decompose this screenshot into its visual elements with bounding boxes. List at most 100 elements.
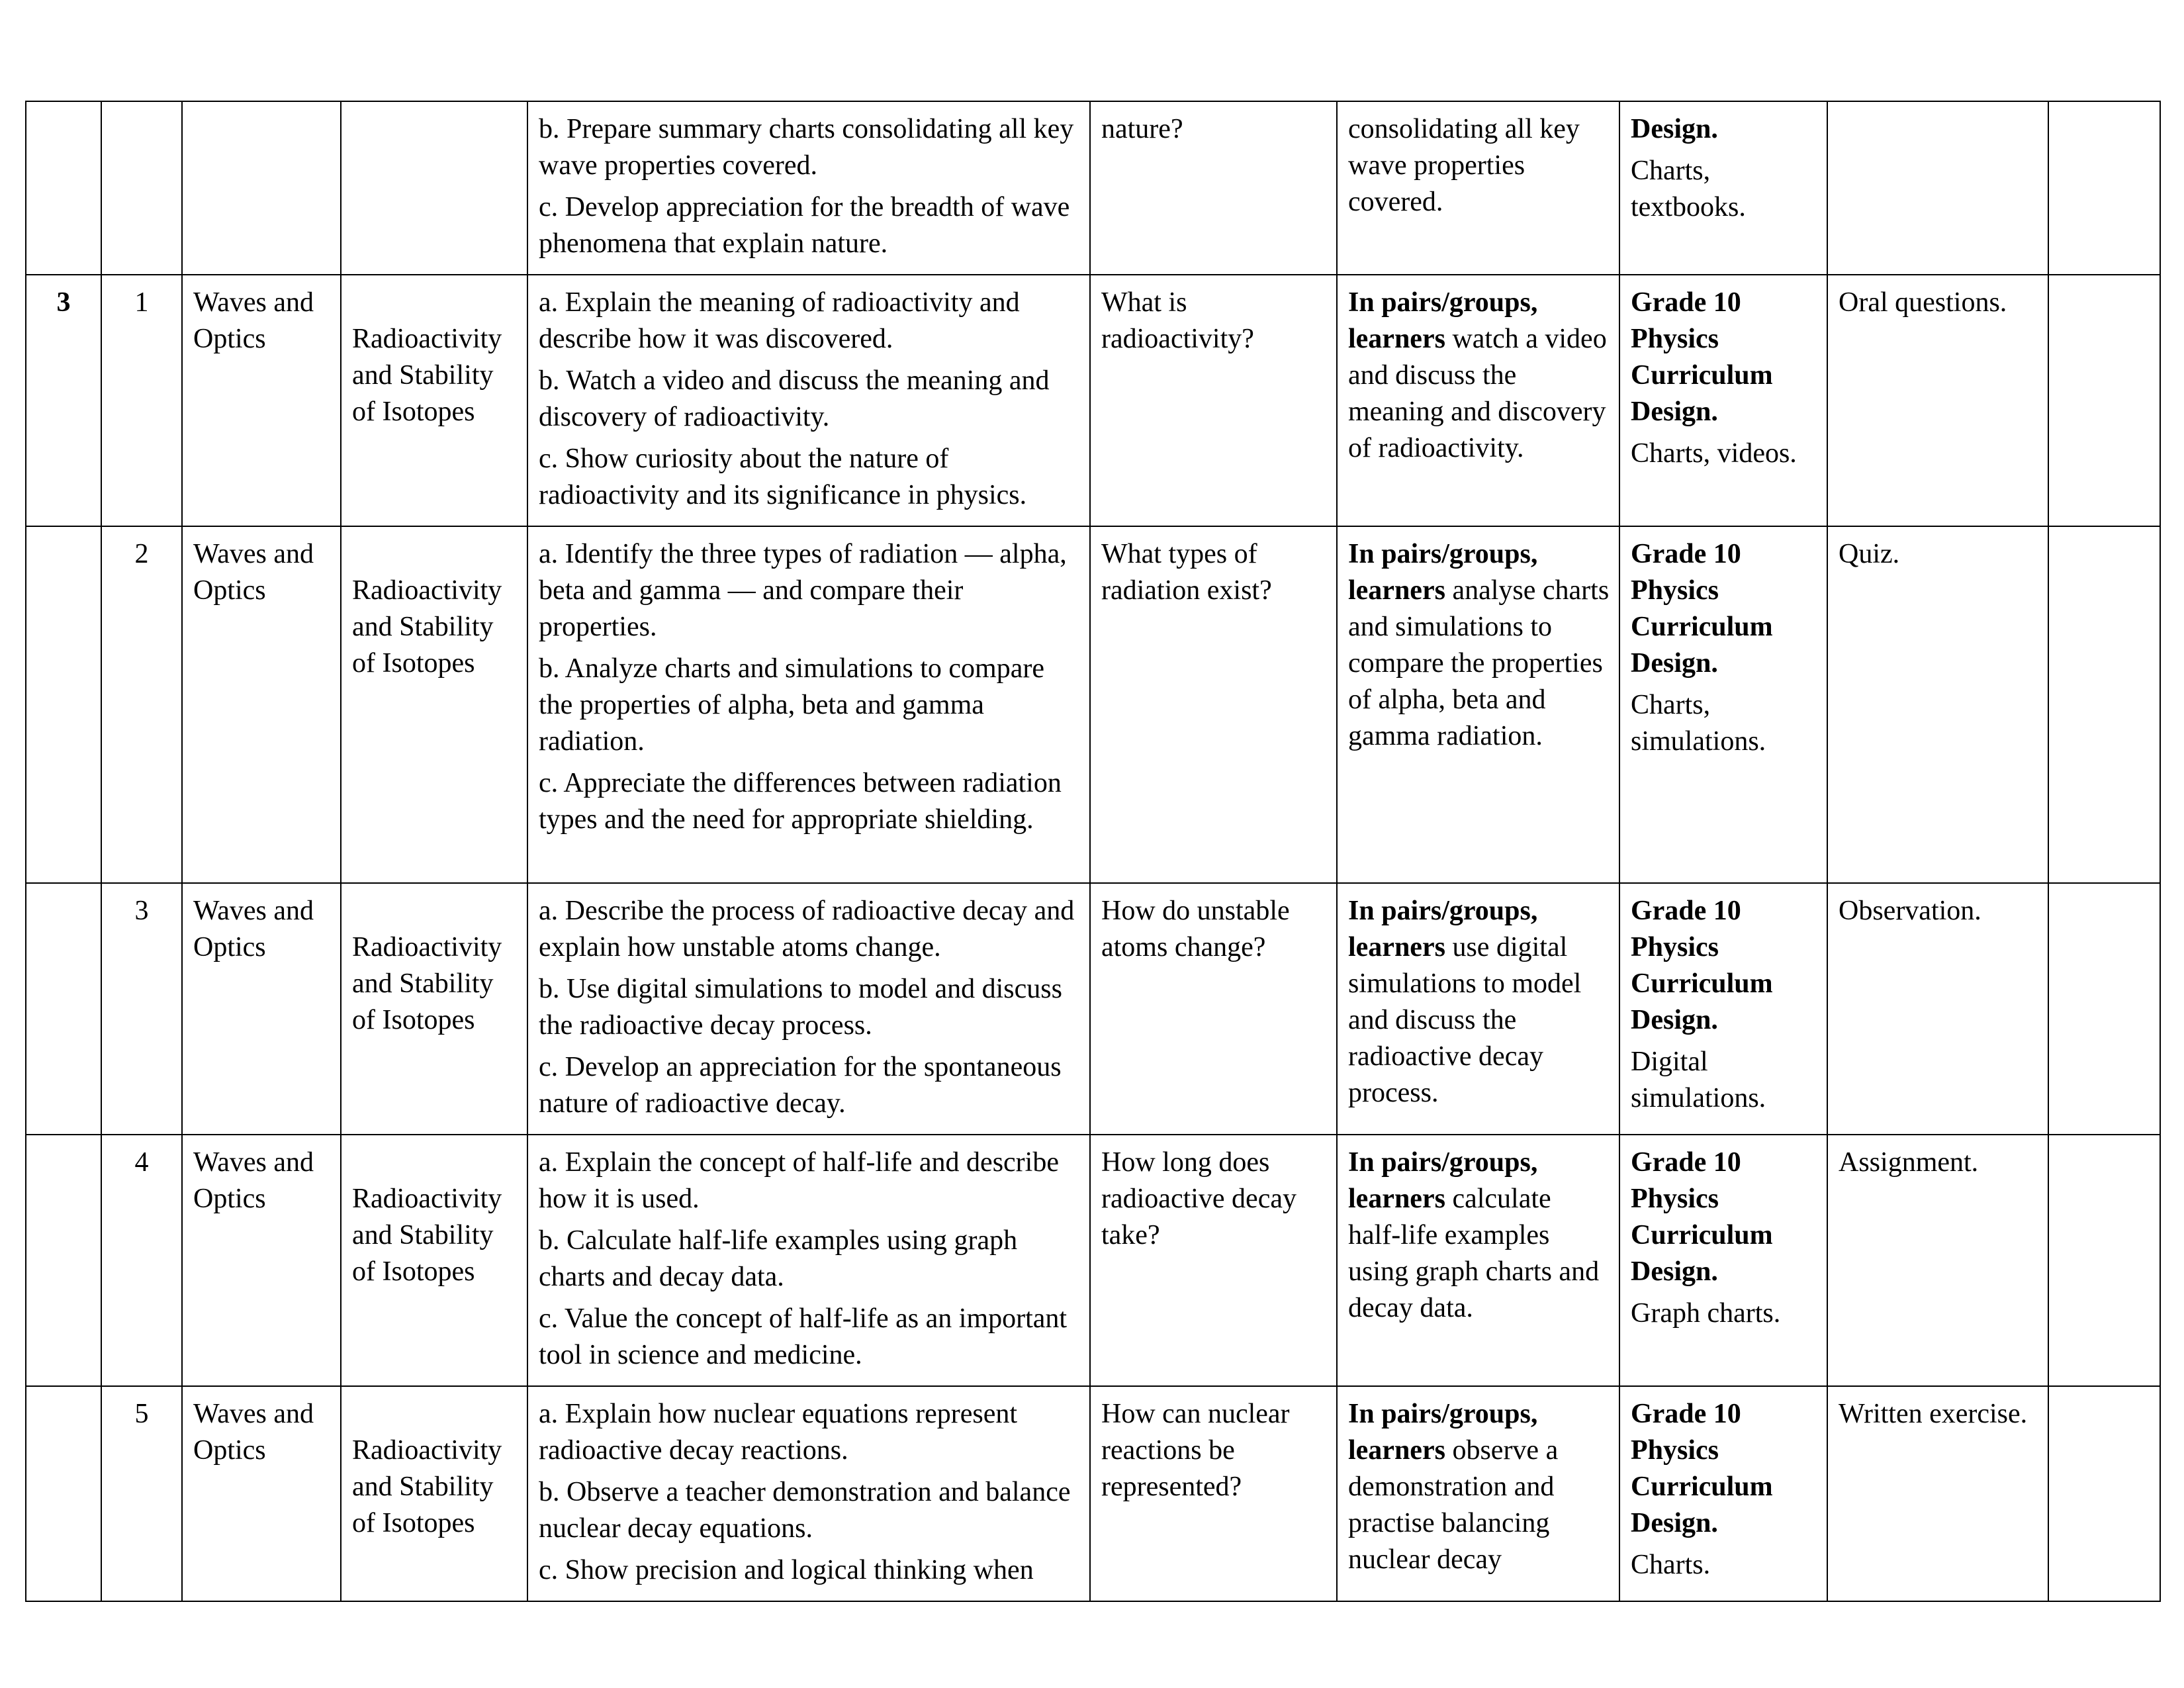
resources-cell: Grade 10 Physics Curriculum Design. Graph… [1619,1134,1828,1387]
learning-outcome: c. Appreciate the differences between ra… [539,768,1062,835]
learning-experience-cell: In pairs/groups, learners watch a video … [1336,274,1620,527]
sub-strand-text: Radioactivity and Stability of Isotopes [352,1184,502,1287]
resource-curriculum: Grade 10 Physics Curriculum Design. [1631,1147,1773,1287]
assessment-method: Assignment. [1839,1147,1979,1178]
learning-experience-cell: In pairs/groups, learners use digital si… [1336,882,1620,1135]
resource-curriculum: Design. [1631,114,1718,144]
key-inquiry-cell: How do unstable atoms change? [1089,882,1338,1135]
sub-strand-cell: Radioactivity and Stability of Isotopes [340,882,528,1135]
learning-outcome: c. Show precision and logical thinking w… [539,1555,1034,1585]
resources-cell: Grade 10 Physics Curriculum Design. Chart… [1619,1385,1828,1602]
learning-outcomes-cell: a. Describe the process of radioactive d… [527,882,1091,1135]
lesson-number: 5 [134,1399,149,1429]
assessment-method: Observation. [1839,896,1981,926]
learning-outcome: c. Develop an appreciation for the spont… [539,1052,1062,1119]
lesson-cell: 2 [101,526,183,884]
sub-strand-text: Radioactivity and Stability of Isotopes [352,1435,502,1538]
table-row: 3 1 Waves and Optics Radioactivity and Stab… [25,274,2161,527]
activity-lead: In pairs/groups, learners [1348,896,1538,962]
assessment-cell: Assignment. [1827,1134,2049,1387]
remarks-cell [2048,1385,2161,1602]
learning-experience-cell: consolidating all key wave properties co… [1336,101,1620,275]
learning-outcome: a. Describe the process of radioactive d… [539,896,1075,962]
sub-strand-cell: Radioactivity and Stability of Isotopes [340,1385,528,1602]
strand-cell: Waves and Optics [181,526,341,884]
week-cell [25,526,102,884]
strand-cell: Waves and Optics [181,274,341,527]
strand-cell: Waves and Optics [181,1134,341,1387]
key-inquiry-cell: nature? [1089,101,1338,275]
key-inquiry-question: What is radioactivity? [1101,287,1254,354]
activity-lead: In pairs/groups, learners [1348,539,1538,606]
lesson-number: 3 [134,896,149,926]
strand-text: Waves and Optics [193,1399,314,1466]
table-row: b. Prepare summary charts consolidating … [25,101,2161,275]
remarks-cell [2048,1134,2161,1387]
sub-strand-cell: Radioactivity and Stability of Isotopes [340,1134,528,1387]
week-cell [25,101,102,275]
learning-experience-cell: In pairs/groups, learners analyse charts… [1336,526,1620,884]
learning-experience-cell: In pairs/groups, learners calculate half… [1336,1134,1620,1387]
activity-text: calculate half-life examples using graph… [1348,1184,1600,1323]
week-cell [25,882,102,1135]
resource-materials: Graph charts. [1631,1298,1781,1329]
resource-curriculum: Grade 10 Physics Curriculum Design. [1631,539,1773,679]
resource-materials: Charts. [1631,1550,1711,1580]
learning-outcomes-cell: a. Identify the three types of radiation… [527,526,1091,884]
sub-strand-cell: Radioactivity and Stability of Isotopes [340,526,528,884]
table-row: 2 Waves and Optics Radioactivity and Stabi… [25,526,2161,884]
learning-outcome: c. Value the concept of half-life as an … [539,1303,1068,1370]
learning-outcome: a. Explain the meaning of radioactivity … [539,287,1020,354]
resource-materials: Charts, simulations. [1631,690,1766,757]
lesson-cell: 1 [101,274,183,527]
table-row: 5 Waves and Optics Radioactivity and Stabi… [25,1385,2161,1602]
lesson-number: 1 [134,287,149,318]
week-number: 3 [56,287,71,318]
resources-cell: Grade 10 Physics Curriculum Design. Digit… [1619,882,1828,1135]
assessment-cell: Quiz. [1827,526,2049,884]
key-inquiry-question: What types of radiation exist? [1101,539,1272,606]
remarks-cell [2048,526,2161,884]
key-inquiry-cell: How long does radioactive decay take? [1089,1134,1338,1387]
learning-outcome: a. Explain how nuclear equations represe… [539,1399,1018,1466]
week-cell: 3 [25,274,102,527]
activity-text: observe a demonstration and practise bal… [1348,1435,1559,1575]
learning-outcomes-cell: b. Prepare summary charts consolidating … [527,101,1091,275]
sub-strand-text: Radioactivity and Stability of Isotopes [352,324,502,427]
lesson-cell: 5 [101,1385,183,1602]
key-inquiry-question: How long does radioactive decay take? [1101,1147,1297,1250]
lesson-cell [101,101,183,275]
activity-text: watch a video and discuss the meaning an… [1348,324,1607,463]
assessment-cell: Written exercise. [1827,1385,2049,1602]
resources-cell: Grade 10 Physics Curriculum Design. Chart… [1619,526,1828,884]
learning-outcome: c. Show curiosity about the nature of ra… [539,444,1027,510]
strand-text: Waves and Optics [193,539,314,606]
resources-cell: Design. Charts, textbooks. [1619,101,1828,275]
strand-text: Waves and Optics [193,287,314,354]
remarks-cell [2048,882,2161,1135]
table-row: 3 Waves and Optics Radioactivity and Stabi… [25,882,2161,1135]
remarks-cell [2048,274,2161,527]
lesson-number: 4 [134,1147,149,1178]
resources-cell: Grade 10 Physics Curriculum Design. Chart… [1619,274,1828,527]
lesson-cell: 4 [101,1134,183,1387]
strand-text: Waves and Optics [193,1147,314,1214]
assessment-method: Written exercise. [1839,1399,2028,1429]
learning-outcome: b. Observe a teacher demonstration and b… [539,1477,1071,1544]
sub-strand-text: Radioactivity and Stability of Isotopes [352,932,502,1035]
key-inquiry-cell: How can nuclear reactions be represented… [1089,1385,1338,1602]
learning-experience-cell: In pairs/groups, learners observe a demo… [1336,1385,1620,1602]
strand-text: Waves and Optics [193,896,314,962]
assessment-method: Oral questions. [1839,287,2007,318]
sub-strand-cell: Radioactivity and Stability of Isotopes [340,274,528,527]
learning-outcomes-cell: a. Explain how nuclear equations represe… [527,1385,1091,1602]
scheme-of-work-table: b. Prepare summary charts consolidating … [25,101,2161,1602]
resource-materials: Charts, videos. [1631,438,1797,469]
learning-outcomes-cell: a. Explain the meaning of radioactivity … [527,274,1091,527]
assessment-cell: Oral questions. [1827,274,2049,527]
key-inquiry-question: How do unstable atoms change? [1101,896,1290,962]
learning-outcomes-cell: a. Explain the concept of half-life and … [527,1134,1091,1387]
remarks-cell [2048,101,2161,275]
week-cell [25,1385,102,1602]
learning-outcome: a. Identify the three types of radiation… [539,539,1067,642]
